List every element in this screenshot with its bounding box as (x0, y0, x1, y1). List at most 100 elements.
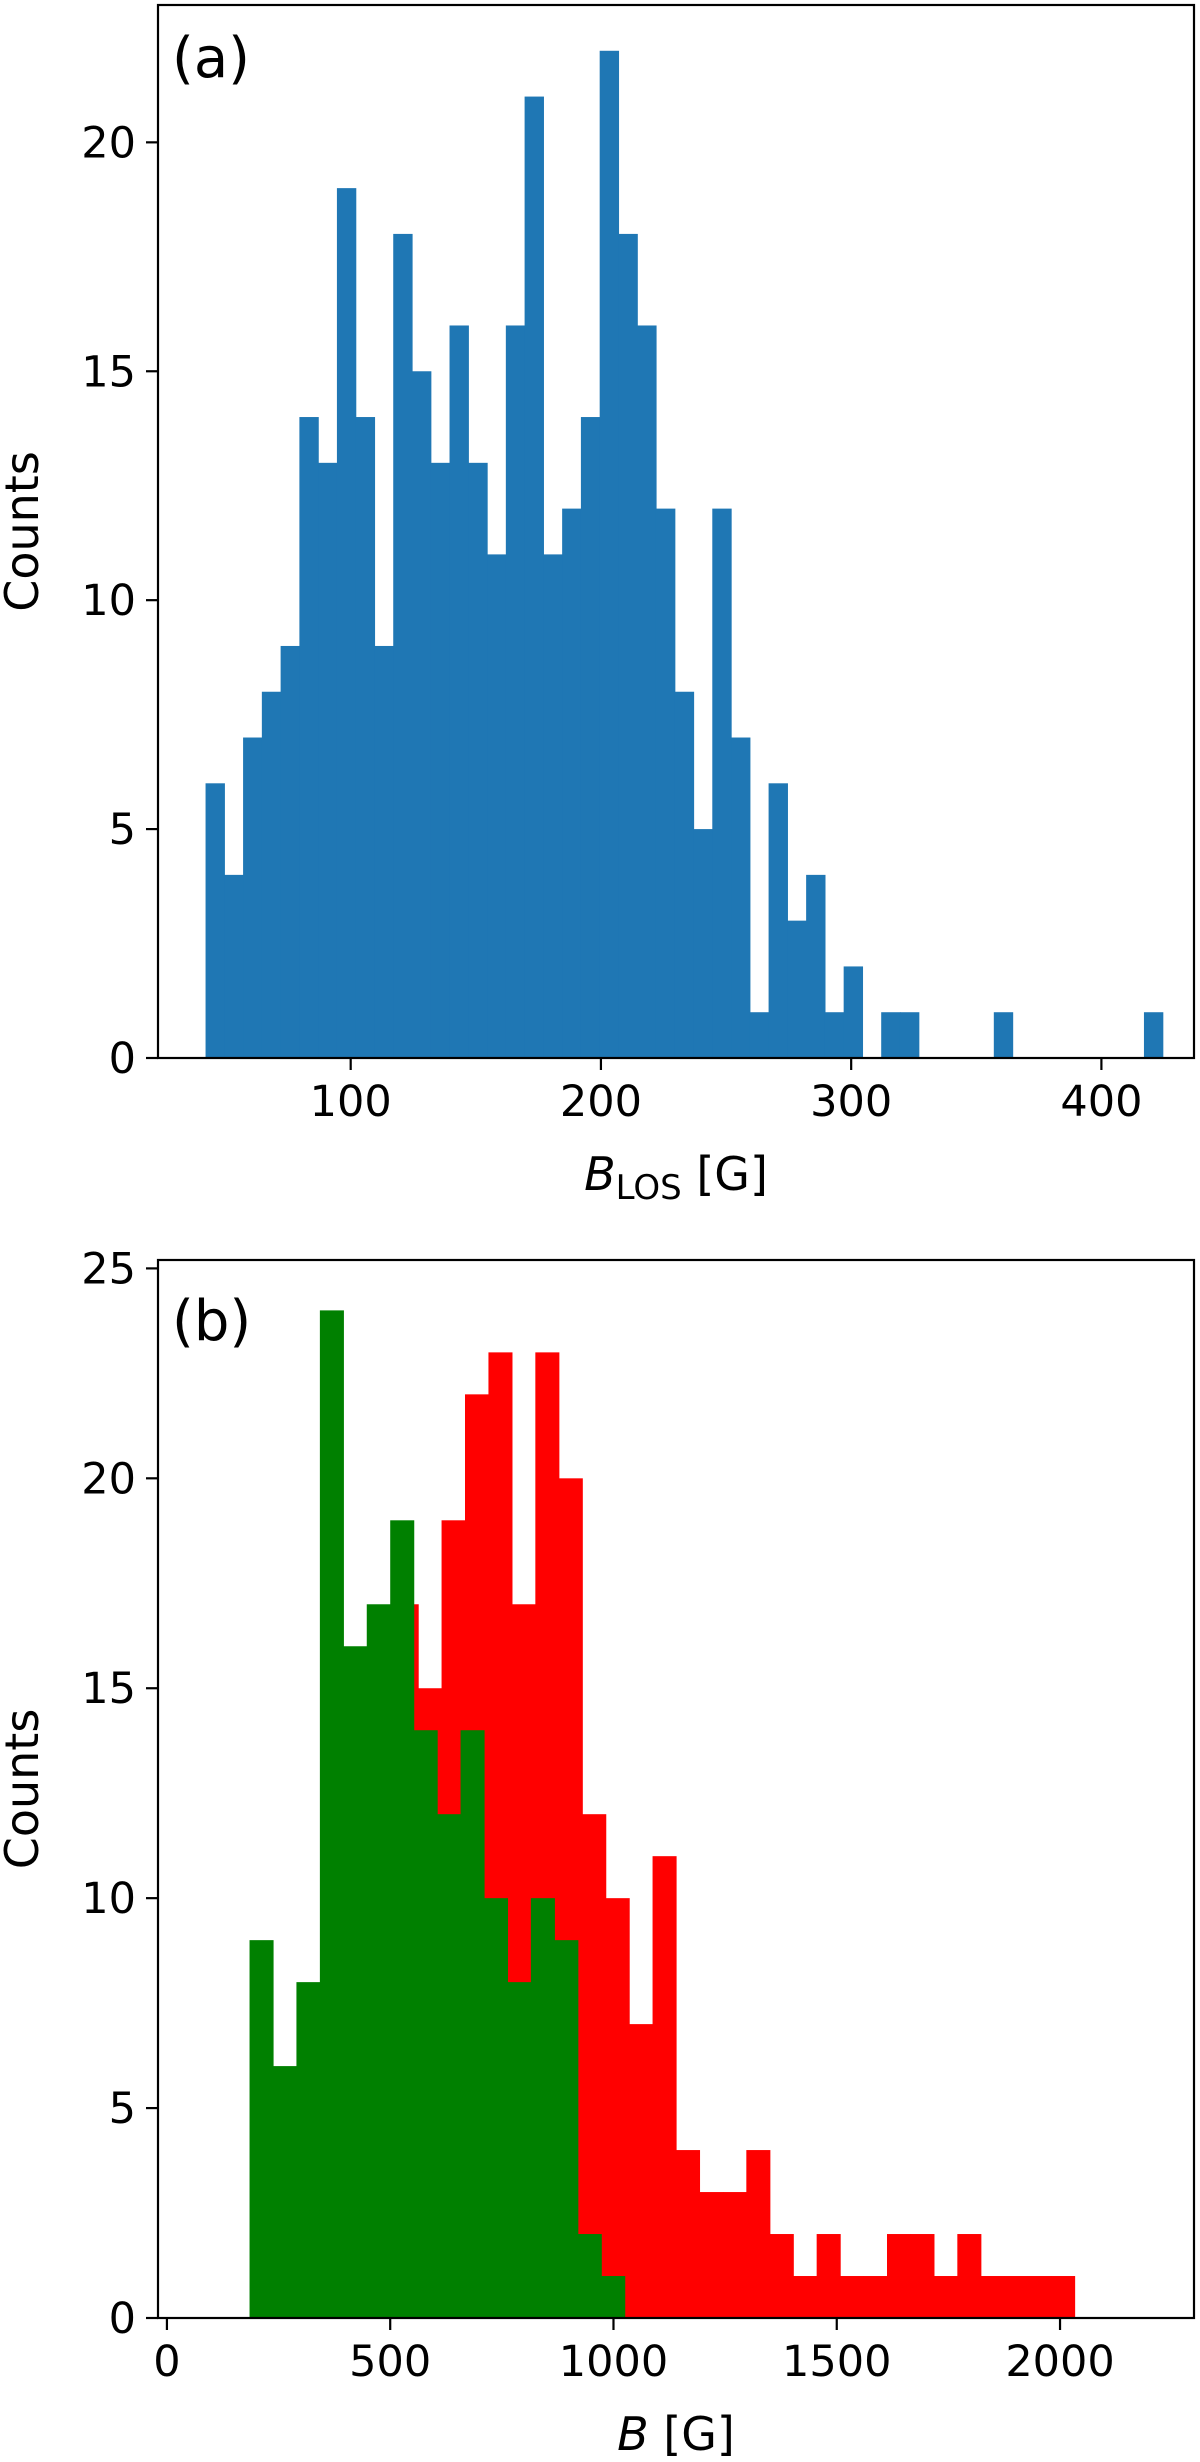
bar (1004, 2276, 1029, 2318)
bar (1027, 2276, 1052, 2318)
bar (318, 462, 338, 1059)
x-tick-label: 500 (349, 2337, 431, 2387)
y-axis-label: Counts (0, 1709, 49, 1870)
bar (505, 325, 526, 1059)
bar (224, 874, 244, 1058)
y-tick-label: 20 (81, 1454, 136, 1504)
bar (437, 1814, 462, 2318)
y-tick-label: 0 (109, 2294, 136, 2344)
bar (460, 1730, 485, 2318)
bar (205, 783, 225, 1058)
y-tick-label: 10 (81, 576, 136, 626)
bar (712, 508, 732, 1058)
bar (824, 1012, 845, 1058)
bar (601, 2276, 626, 2318)
bar (393, 233, 413, 1058)
bar (933, 2276, 958, 2318)
bar (319, 1310, 344, 2318)
y-tick-label: 15 (81, 347, 136, 397)
bar (957, 2234, 982, 2318)
y-tick-label: 5 (109, 805, 136, 855)
x-axis-label: BLOS [G] (584, 1147, 768, 1208)
bar (693, 829, 713, 1058)
bar (483, 1898, 509, 2318)
y-tick-label: 10 (81, 1874, 136, 1924)
bar (577, 2234, 602, 2318)
x-tick-label: 0 (153, 2337, 180, 2387)
bar (980, 2276, 1005, 2318)
bar (787, 920, 807, 1058)
bar (899, 1012, 920, 1058)
y-tick-label: 25 (81, 1244, 136, 1294)
series-1 (205, 50, 1164, 1059)
bar (580, 417, 601, 1058)
bar (629, 2024, 654, 2318)
bar (296, 1982, 321, 2318)
panel-b-histogram: 0 500 1000 1500 2000 0 5 10 15 20 25 Counts B [G] (b) (0, 1244, 1196, 2461)
bar (243, 737, 263, 1058)
x-tick-label: 200 (560, 1077, 642, 1127)
bar (652, 1856, 677, 2318)
y-axis-label: Counts (0, 451, 49, 612)
bar (272, 2066, 298, 2318)
bar (562, 508, 582, 1058)
y-tick-label: 0 (109, 1034, 136, 1084)
panel-a-histogram: 100 200 300 400 0 5 10 15 20 Counts BLOS [G] (a) (0, 3, 1196, 1208)
bar (676, 2150, 701, 2318)
bar (618, 233, 638, 1058)
x-tick-label: 400 (1060, 1077, 1142, 1127)
bar (524, 96, 544, 1058)
bar (413, 1730, 438, 2318)
bar (863, 2276, 888, 2318)
bar (299, 417, 319, 1058)
bar (412, 371, 432, 1058)
bar (543, 554, 563, 1058)
bar (655, 508, 676, 1058)
bar (336, 188, 357, 1058)
panel-label: (a) (172, 26, 250, 91)
bar (554, 1940, 579, 2318)
bar (749, 1012, 770, 1058)
bar (261, 691, 282, 1058)
panel-label: (b) (172, 1289, 251, 1354)
y-tick-label: 5 (109, 2084, 136, 2134)
x-axis-label: B [G] (617, 2407, 735, 2461)
plot-frame (156, 3, 1196, 1060)
bar (599, 50, 620, 1058)
bar (793, 2276, 818, 2318)
bar (374, 645, 394, 1058)
bar (280, 645, 300, 1058)
bar (674, 691, 695, 1058)
bar (731, 737, 751, 1058)
bar (430, 462, 451, 1059)
bar (722, 2192, 747, 2318)
bar (816, 2234, 841, 2318)
bar (840, 2276, 865, 2318)
bar (507, 1982, 532, 2318)
bar (487, 554, 507, 1058)
bar (993, 1012, 1014, 1058)
bar (699, 2192, 724, 2318)
bar (468, 462, 488, 1059)
series-2 (249, 1310, 626, 2318)
bar (355, 417, 376, 1058)
bar (768, 783, 788, 1058)
bar (449, 325, 469, 1059)
bar (366, 1604, 391, 2318)
bar (530, 1898, 555, 2318)
plot-frame (156, 1258, 1196, 2320)
bar (769, 2234, 794, 2318)
bar (843, 966, 864, 1058)
y-tick-label: 20 (81, 118, 136, 168)
bar (1051, 2276, 1076, 2318)
bar (343, 1646, 368, 2318)
bar (1143, 1012, 1164, 1058)
bar (249, 1940, 274, 2318)
bar (637, 325, 657, 1059)
bar (887, 2234, 912, 2318)
x-tick-label: 1000 (559, 2337, 668, 2387)
x-tick-label: 1500 (782, 2337, 891, 2387)
x-tick-label: 300 (810, 1077, 892, 1127)
x-tick-label: 100 (310, 1077, 392, 1127)
